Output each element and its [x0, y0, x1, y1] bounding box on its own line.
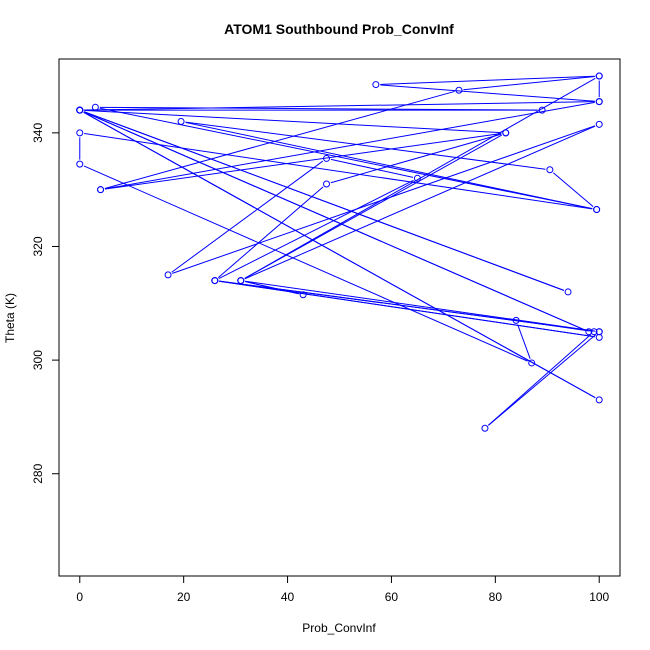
data-point [323, 180, 331, 188]
data-point [595, 396, 603, 404]
series-segment [380, 75, 595, 85]
data-point [595, 120, 603, 128]
series-layer [76, 72, 603, 432]
series-segment [104, 101, 595, 190]
series-segment [83, 111, 565, 291]
x-tick-label: 40 [281, 590, 295, 604]
data-point [237, 277, 245, 285]
data-point [538, 106, 546, 114]
series-segment [84, 101, 595, 111]
x-tick-label: 0 [76, 590, 83, 604]
series-segment [330, 133, 502, 184]
data-point [91, 103, 99, 111]
series-segment [83, 111, 585, 331]
series-segment [380, 84, 595, 102]
series-segment [517, 324, 531, 359]
data-point [595, 333, 603, 341]
series-segment [185, 121, 593, 210]
series-segment [99, 107, 593, 210]
series-segment [463, 75, 595, 91]
data-point [97, 186, 105, 194]
data-point [512, 316, 520, 324]
x-axis: 0 20 40 60 80 100 [76, 575, 610, 604]
chart-title: ATOM1 Southbound Prob_ConvInf [224, 21, 454, 37]
y-tick-label: 320 [31, 236, 45, 256]
data-point [323, 154, 331, 162]
data-point [593, 206, 601, 214]
series-segment [219, 280, 595, 338]
x-tick-label: 20 [177, 590, 191, 604]
data-point [76, 160, 84, 168]
series-segment [83, 165, 528, 362]
series-segment [218, 179, 414, 279]
series-segment [84, 109, 502, 134]
x-axis-label: Prob_ConvInf [302, 621, 376, 635]
y-axis: 280 300 320 340 [31, 123, 60, 484]
data-point [481, 424, 489, 432]
series-segment [83, 111, 596, 399]
plot-frame [58, 58, 621, 577]
data-point [590, 328, 598, 336]
series-segment [217, 186, 324, 279]
data-point [76, 129, 84, 137]
series-segment [99, 106, 538, 111]
series-segment [185, 121, 546, 170]
data-point [413, 174, 421, 182]
data-point [372, 81, 380, 89]
series-segment [552, 172, 594, 208]
series-segment [84, 133, 593, 210]
series-segment [171, 160, 324, 273]
data-point [502, 129, 510, 137]
series-segment [330, 158, 414, 178]
series-segment [244, 134, 503, 279]
x-tick-label: 80 [489, 590, 503, 604]
data-point [211, 277, 219, 285]
y-tick-label: 340 [31, 123, 45, 143]
data-point [76, 106, 84, 114]
data-point [528, 359, 536, 367]
series-segment [245, 280, 595, 332]
series-segment [104, 90, 455, 189]
data-point [164, 271, 172, 279]
series-segment [488, 334, 597, 426]
y-tick-label: 280 [31, 463, 45, 483]
data-point [595, 72, 603, 80]
series-segment [244, 125, 596, 280]
y-axis-label: Theta (K) [3, 293, 17, 343]
series-segment [487, 334, 591, 426]
data-point [299, 291, 307, 299]
x-tick-label: 60 [385, 590, 399, 604]
x-tick-label: 100 [589, 590, 609, 604]
data-point [455, 86, 463, 94]
data-point [546, 166, 554, 174]
series-segment [104, 132, 502, 190]
data-point [564, 288, 572, 296]
data-point [595, 98, 603, 106]
data-point [585, 328, 593, 336]
data-point [177, 117, 185, 125]
y-tick-label: 300 [31, 350, 45, 370]
